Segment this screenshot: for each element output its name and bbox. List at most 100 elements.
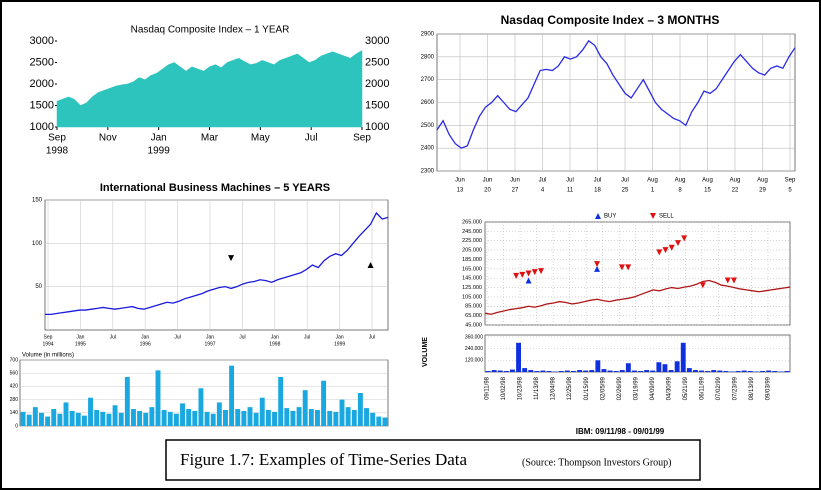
- volume-bar: [376, 416, 382, 426]
- x-tick-sublabel: 1994: [42, 341, 53, 347]
- volume-bar: [760, 371, 765, 372]
- volume-bar: [351, 409, 357, 426]
- legend-label: SELL: [659, 214, 674, 220]
- volume-bar: [693, 370, 698, 372]
- volume-bar: [686, 368, 692, 372]
- y-tick-label-right: 2000: [365, 78, 389, 90]
- x-tick-sublabel: 20: [484, 188, 491, 194]
- chart-title: IBM: 09/11/98 - 09/01/99: [576, 427, 665, 436]
- x-tick-sublabel: 11: [567, 188, 574, 194]
- volume-bar: [94, 409, 100, 426]
- y-tick-label: 2500: [30, 56, 54, 68]
- x-tick-sublabel: 27: [512, 188, 519, 194]
- y2-tick-label: 140: [10, 410, 19, 416]
- volume-bar: [772, 371, 778, 372]
- y2-tick-label: 420: [10, 384, 19, 390]
- y-tick-label-right: 1000: [365, 121, 389, 133]
- line: [436, 39, 796, 149]
- volume-bar: [595, 360, 601, 372]
- y-tick-label: 2700: [421, 77, 435, 83]
- volume-bar: [63, 402, 69, 426]
- volume-bar: [124, 376, 130, 426]
- x-tick-label: 07/02/99: [716, 376, 722, 400]
- volume-bar: [149, 407, 155, 426]
- volume-bar: [632, 370, 637, 372]
- volume-bar: [540, 370, 546, 372]
- volume-frame: [484, 334, 791, 373]
- plot-frame: [484, 221, 791, 326]
- x-tick-label: 09/11/98: [485, 376, 491, 400]
- volume-bar: [662, 364, 668, 372]
- volume-bar: [51, 409, 57, 426]
- volume-bar: [766, 370, 772, 372]
- marker: [525, 277, 532, 284]
- volume-bar: [100, 411, 106, 426]
- volume-bar: [370, 412, 376, 426]
- volume-bar: [235, 409, 241, 426]
- volume-bar: [741, 370, 747, 372]
- volume-bar: [485, 371, 491, 372]
- marker: [668, 244, 675, 251]
- x-tick-label: Jan: [336, 334, 344, 340]
- y-tick-label: 2300: [421, 169, 435, 175]
- volume-bar: [503, 371, 509, 372]
- volume-bar: [39, 412, 44, 426]
- y-tick-label: 1500: [30, 99, 54, 111]
- volume-bar: [321, 380, 327, 426]
- volume-bar: [253, 412, 259, 426]
- volume-bar: [45, 416, 51, 426]
- volume-bar: [192, 410, 198, 426]
- y-tick-label: 2500: [421, 123, 435, 129]
- marker: [538, 268, 545, 275]
- x-tick-label: Jul: [594, 178, 602, 184]
- x-tick-sublabel: 18: [594, 188, 601, 194]
- y2-tick-label: 0: [15, 423, 18, 429]
- marker: [513, 272, 520, 279]
- x-tick-sublabel: 1998: [269, 341, 280, 347]
- y2-tick-label: 240.000: [465, 346, 483, 352]
- x-tick-label: Sep: [785, 178, 796, 184]
- y-tick-label: 105.000: [462, 294, 482, 300]
- volume-bar: [644, 370, 650, 372]
- volume-bar: [747, 371, 753, 372]
- volume-bar: [577, 370, 582, 372]
- volume-bar: [290, 410, 296, 426]
- y-tick-label: 2000: [30, 78, 54, 90]
- x-tick-sublabel: 25: [622, 188, 629, 194]
- y-tick-label: 2800: [421, 54, 435, 60]
- volume-bar: [510, 369, 515, 372]
- volume-bar: [278, 376, 284, 426]
- x-tick-label: Jan: [206, 334, 214, 340]
- y-tick-label: 100: [32, 241, 43, 247]
- y-tick-label: 150: [32, 198, 43, 204]
- volume-bar: [204, 411, 210, 426]
- chart-title: Nasdaq Composite Index – 3 MONTHS: [501, 13, 720, 27]
- x-tick-label: Mar: [201, 133, 219, 144]
- x-tick-label: Jul: [369, 334, 375, 340]
- y-tick-label: 165.000: [462, 266, 482, 272]
- volume-bar: [528, 370, 534, 372]
- volume-bar: [564, 370, 570, 372]
- volume-bar: [711, 370, 717, 372]
- volume-bar: [619, 370, 625, 372]
- x-tick-label: Jan: [271, 334, 279, 340]
- legend-label: BUY: [604, 214, 616, 220]
- y-tick-label-right: 2500: [365, 56, 389, 68]
- volume-bar: [717, 370, 723, 372]
- y-tick-label-right: 1500: [365, 99, 389, 111]
- marker: [531, 269, 538, 276]
- y-tick-label: 50: [35, 284, 42, 290]
- x-tick-label: 12/25/98: [567, 376, 573, 400]
- y-tick-label: 2600: [421, 100, 435, 106]
- volume-bar: [497, 370, 503, 372]
- x-tick-sublabel: 4: [541, 188, 545, 194]
- volume-bar: [259, 397, 265, 426]
- volume-bar: [315, 409, 320, 426]
- volume-bar: [81, 415, 87, 426]
- x-tick-label: Jul: [621, 178, 629, 184]
- volume-bar: [173, 413, 179, 426]
- volume-bar: [112, 405, 118, 426]
- y-tick-label: 265.000: [462, 219, 482, 225]
- y2-tick-label: 280: [10, 397, 19, 403]
- x-tick-label: Jul: [566, 178, 574, 184]
